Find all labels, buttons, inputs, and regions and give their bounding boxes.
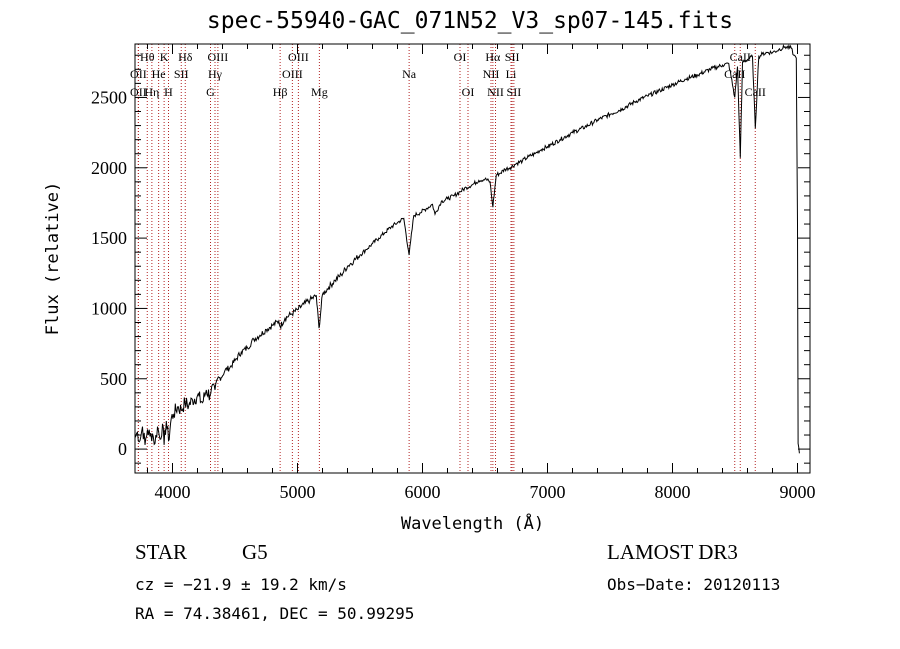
coordinates: RA = 74.38461, DEC = 50.99295 xyxy=(135,604,415,623)
line-marker-label: CaII xyxy=(724,67,745,81)
x-tick-label: 6000 xyxy=(405,482,441,502)
y-tick-label: 1500 xyxy=(91,228,127,248)
line-marker-label: Li xyxy=(506,67,517,81)
line-marker-label: He xyxy=(152,67,166,81)
x-tick-label: 7000 xyxy=(530,482,566,502)
line-marker-label: G xyxy=(206,85,215,99)
y-tick-label: 2000 xyxy=(91,158,127,178)
line-marker-label: Hη xyxy=(144,85,159,99)
line-marker-label: OII xyxy=(130,67,147,81)
x-tick-label: 8000 xyxy=(655,482,691,502)
x-tick-label: 4000 xyxy=(155,482,191,502)
line-marker-label: SII xyxy=(507,85,522,99)
obs-date: Obs−Date: 20120113 xyxy=(607,575,781,594)
line-marker-label: OIII xyxy=(208,50,229,64)
x-axis-label: Wavelength (Å) xyxy=(401,512,544,534)
line-marker-label: OIII xyxy=(282,67,303,81)
y-axis-label: Flux (relative) xyxy=(43,182,63,336)
line-marker-label: Hγ xyxy=(208,67,223,81)
line-marker-label: OI xyxy=(462,85,475,99)
y-tick-label: 0 xyxy=(118,439,127,459)
line-marker-label: Hδ xyxy=(178,50,193,64)
line-marker-label: Hα xyxy=(485,50,501,64)
line-marker-label: Hθ xyxy=(140,50,155,64)
y-tick-label: 1000 xyxy=(91,298,127,318)
survey-name: LAMOST DR3 xyxy=(607,540,738,564)
line-marker-label: Mg xyxy=(311,85,328,99)
line-marker-label: Na xyxy=(402,67,417,81)
line-marker-label: OI xyxy=(454,50,467,64)
x-axis-ticks: 4000 5000 6000 7000 8000 9000 xyxy=(147,44,816,502)
line-marker-label: OIII xyxy=(288,50,309,64)
y-axis-ticks: 0 500 1000 1500 2000 2500 xyxy=(91,54,810,464)
line-marker-label: OII xyxy=(130,85,147,99)
line-marker-label: K xyxy=(160,50,169,64)
plot-frame xyxy=(134,43,811,474)
line-marker-label: NII xyxy=(487,85,504,99)
subclass: G5 xyxy=(242,540,268,564)
object-class: STAR xyxy=(135,540,187,564)
line-markers-group xyxy=(137,44,756,473)
line-marker-label: Hβ xyxy=(273,85,288,99)
line-marker-label: SII xyxy=(505,50,520,64)
x-tick-label: 5000 xyxy=(280,482,316,502)
spectrum-line xyxy=(134,43,800,454)
chart-title: spec-55940-GAC_071N52_V3_sp07-145.fits xyxy=(206,8,734,34)
line-marker-label: SII xyxy=(174,67,189,81)
y-tick-label: 2500 xyxy=(91,87,127,107)
redshift-cz: cz = −21.9 ± 19.2 km/s xyxy=(135,575,347,594)
line-marker-label: CaII xyxy=(730,50,751,64)
line-marker-label: H xyxy=(164,85,173,99)
y-tick-label: 500 xyxy=(100,369,127,389)
x-tick-label: 9000 xyxy=(780,482,816,502)
line-marker-label: CaII xyxy=(745,85,766,99)
line-marker-label: NII xyxy=(483,67,500,81)
